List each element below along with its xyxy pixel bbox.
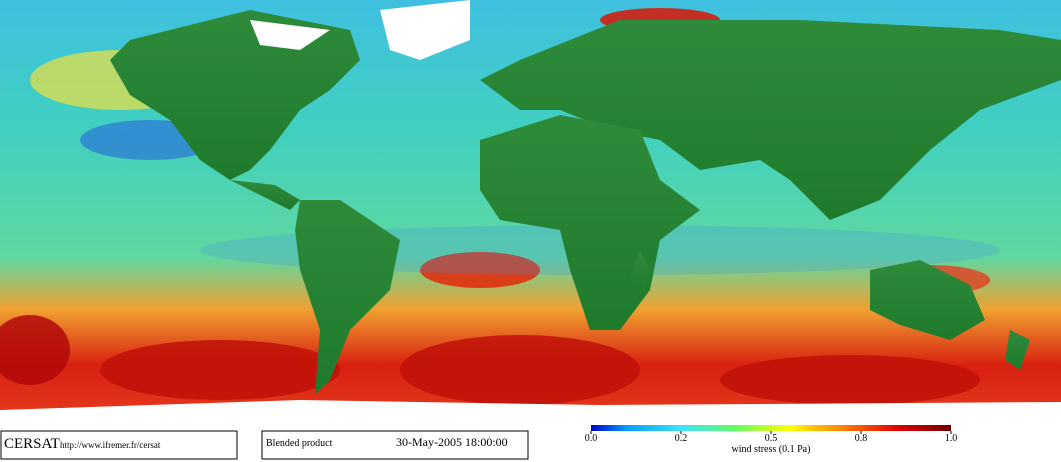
url: http://www.ifremer.fr/cersat	[60, 440, 161, 450]
colorbar-tick-label: 0.5	[765, 433, 778, 444]
colorbar-tick-label: 0.8	[855, 433, 868, 444]
colorbar-tick-label: 0.0	[585, 433, 598, 444]
brand-box	[0, 430, 238, 460]
ice	[0, 0, 1061, 430]
colorbar-label: wind stress (0.1 Pa)	[732, 444, 811, 455]
colorbar	[591, 425, 951, 431]
brand: CERSAT	[4, 436, 60, 452]
colorbar-tick-label: 0.2	[675, 433, 688, 444]
product-box	[261, 430, 529, 460]
product: Blended product	[266, 438, 333, 449]
date: 30-May-2005 18:00:00	[396, 435, 508, 449]
colorbar-ticks: 0.0 0.2 0.5 0.8 1.0	[585, 431, 958, 444]
colorbar-tick-label: 1.0	[945, 433, 958, 444]
landmasses	[110, 10, 1061, 395]
